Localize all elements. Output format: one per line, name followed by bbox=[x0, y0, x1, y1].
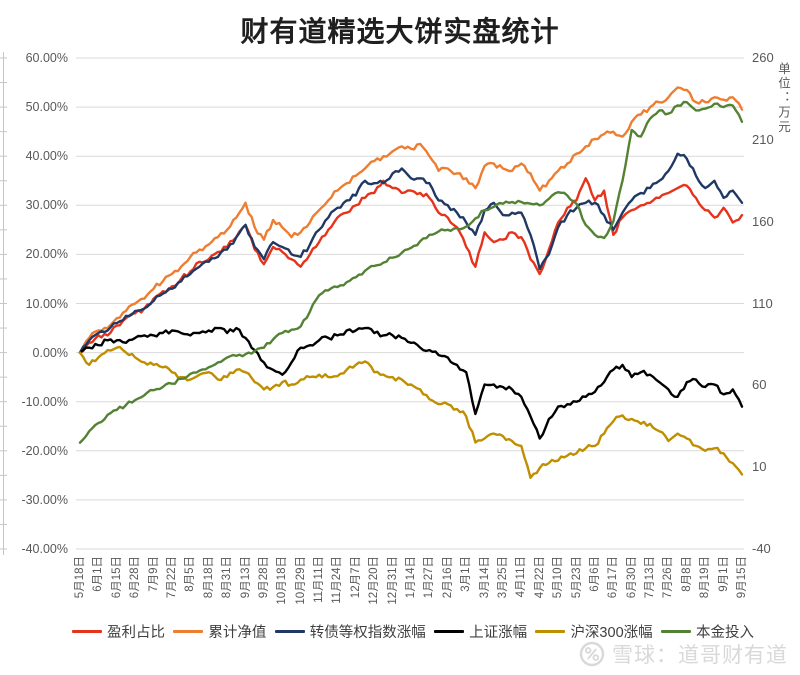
x-axis-tick: 2月16日 bbox=[441, 556, 454, 599]
series-line-上证涨幅 bbox=[78, 326, 744, 440]
x-axis-tick: 1月14日 bbox=[405, 556, 417, 599]
right-axis-unit-label: 单位：万元 bbox=[776, 62, 790, 135]
x-axis-tick: 9月28日 bbox=[257, 556, 270, 599]
right-axis-tick: 260 bbox=[752, 50, 774, 65]
x-axis-tick: 6月15日 bbox=[110, 556, 123, 599]
left-axis-tick: 40.00% bbox=[25, 149, 68, 164]
series-line-沪深300涨幅 bbox=[78, 345, 744, 479]
left-axis-tick: 50.00% bbox=[25, 100, 68, 115]
legend-label: 转债等权指数涨幅 bbox=[309, 624, 426, 641]
left-axis-tick: -10.00% bbox=[21, 394, 68, 409]
watermark: 雪球：道哥财有道 bbox=[579, 640, 788, 668]
right-axis-tick: 60 bbox=[752, 377, 767, 393]
legend-item-沪深300涨幅: 沪深300涨幅 bbox=[535, 621, 653, 642]
watermark-text: 雪球：道哥财有道 bbox=[612, 644, 788, 667]
xueqiu-snowball-logo-icon bbox=[579, 641, 605, 667]
left-axis-tick: -30.00% bbox=[21, 492, 68, 507]
x-axis-tick: 11月24日 bbox=[331, 556, 344, 604]
legend-label: 上证涨幅 bbox=[469, 624, 528, 641]
chart-legend: 盈利占比 累计净值 转债等权指数涨幅 上证涨幅 沪深300涨幅 本金投入 bbox=[72, 620, 754, 642]
x-axis-tick: 1月27日 bbox=[423, 556, 436, 599]
left-axis-tick: -20.00% bbox=[21, 443, 68, 458]
x-axis-tick: 7月26日 bbox=[662, 556, 675, 599]
series-line-累计净值 bbox=[78, 86, 744, 354]
x-axis-tick: 8月19日 bbox=[699, 556, 712, 599]
x-axis-tick: 6月28日 bbox=[129, 556, 142, 599]
right-axis-tick: 110 bbox=[752, 295, 773, 311]
x-axis-tick: 11月11日 bbox=[313, 556, 326, 603]
legend-item-本金投入: 本金投入 bbox=[661, 621, 754, 642]
legend-label: 盈利占比 bbox=[107, 624, 165, 641]
legend-item-转债等权指数涨幅: 转债等权指数涨幅 bbox=[274, 621, 426, 642]
x-axis-tick: 3月1日 bbox=[460, 556, 473, 592]
legend-label: 累计净值 bbox=[208, 624, 267, 641]
x-axis-tick: 10月29日 bbox=[294, 556, 307, 605]
left-axis-tick: 0.00% bbox=[32, 345, 68, 360]
x-axis-tick: 5月23日 bbox=[570, 556, 583, 599]
x-axis-tick: 5月10日 bbox=[552, 556, 565, 599]
x-axis-tick: 8月31日 bbox=[221, 556, 234, 599]
x-axis-tick: 7月9日 bbox=[147, 556, 160, 592]
x-axis-tick: 12月7日 bbox=[349, 556, 362, 599]
x-axis-tick: 6月30日 bbox=[625, 556, 638, 599]
right-axis-tick: 10 bbox=[752, 459, 767, 475]
x-axis-tick: 3月14日 bbox=[478, 556, 491, 599]
x-axis-tick: 5月18日 bbox=[74, 556, 86, 599]
legend-label: 本金投入 bbox=[696, 624, 754, 641]
left-axis-tick: 10.00% bbox=[25, 296, 68, 311]
series-line-盈利占比 bbox=[78, 177, 744, 354]
chart-title: 财有道精选大饼实盘统计 bbox=[240, 16, 560, 47]
x-axis-tick: 4月11日 bbox=[515, 556, 528, 598]
left-axis-tick: -40.00% bbox=[21, 542, 68, 556]
legend-item-累计净值: 累计净值 bbox=[173, 621, 266, 642]
x-axis-tick: 9月13日 bbox=[239, 556, 252, 599]
x-axis-tick: 6月17日 bbox=[607, 556, 620, 599]
legend-swatch bbox=[72, 629, 102, 633]
left-axis-tick: 60.00% bbox=[25, 51, 68, 65]
series-line-转债等权指数涨幅 bbox=[78, 152, 744, 354]
right-axis-tick: 160 bbox=[752, 213, 774, 229]
x-axis-tick: 4月22日 bbox=[533, 556, 546, 599]
x-axis-tick: 7月22日 bbox=[165, 556, 178, 599]
x-axis-tick: 6月1日 bbox=[92, 556, 105, 592]
x-axis-tick: 9月1日 bbox=[717, 556, 730, 592]
left-axis-tick: 30.00% bbox=[25, 198, 68, 213]
series-line-本金投入 bbox=[78, 100, 744, 444]
x-axis-tick: 7月13日 bbox=[644, 556, 657, 599]
x-axis-tick: 6月6日 bbox=[588, 556, 601, 592]
x-axis-tick: 8月18日 bbox=[202, 556, 215, 599]
x-axis-tick: 12月31日 bbox=[386, 556, 399, 605]
legend-item-盈利占比: 盈利占比 bbox=[72, 621, 165, 642]
legend-swatch bbox=[434, 629, 465, 633]
x-axis-tick: 9月15日 bbox=[736, 556, 748, 599]
right-axis-tick: 210 bbox=[752, 131, 774, 147]
x-axis-tick: 12月20日 bbox=[368, 556, 381, 605]
x-axis-tick: 8月5日 bbox=[184, 556, 197, 592]
legend-swatch bbox=[274, 629, 305, 633]
legend-label: 沪深300涨幅 bbox=[570, 624, 653, 641]
right-axis-tick: -40 bbox=[752, 541, 771, 556]
x-axis-tick: 8月8日 bbox=[680, 556, 693, 592]
x-axis-tick: 10月18日 bbox=[276, 556, 289, 605]
legend-swatch bbox=[173, 629, 204, 633]
legend-swatch bbox=[661, 629, 691, 633]
legend-swatch bbox=[535, 629, 566, 633]
x-axis-tick: 3月25日 bbox=[496, 556, 509, 599]
legend-item-上证涨幅: 上证涨幅 bbox=[434, 621, 527, 642]
left-axis-tick: 20.00% bbox=[25, 247, 68, 262]
